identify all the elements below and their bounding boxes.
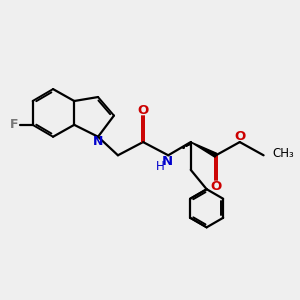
Text: F: F [10, 118, 18, 131]
Text: O: O [210, 180, 221, 193]
Text: N: N [93, 135, 103, 148]
Text: O: O [137, 104, 149, 117]
Polygon shape [191, 142, 217, 157]
Text: H: H [156, 160, 165, 173]
Text: CH₃: CH₃ [273, 148, 295, 160]
Text: N: N [161, 154, 172, 168]
Text: O: O [234, 130, 245, 143]
